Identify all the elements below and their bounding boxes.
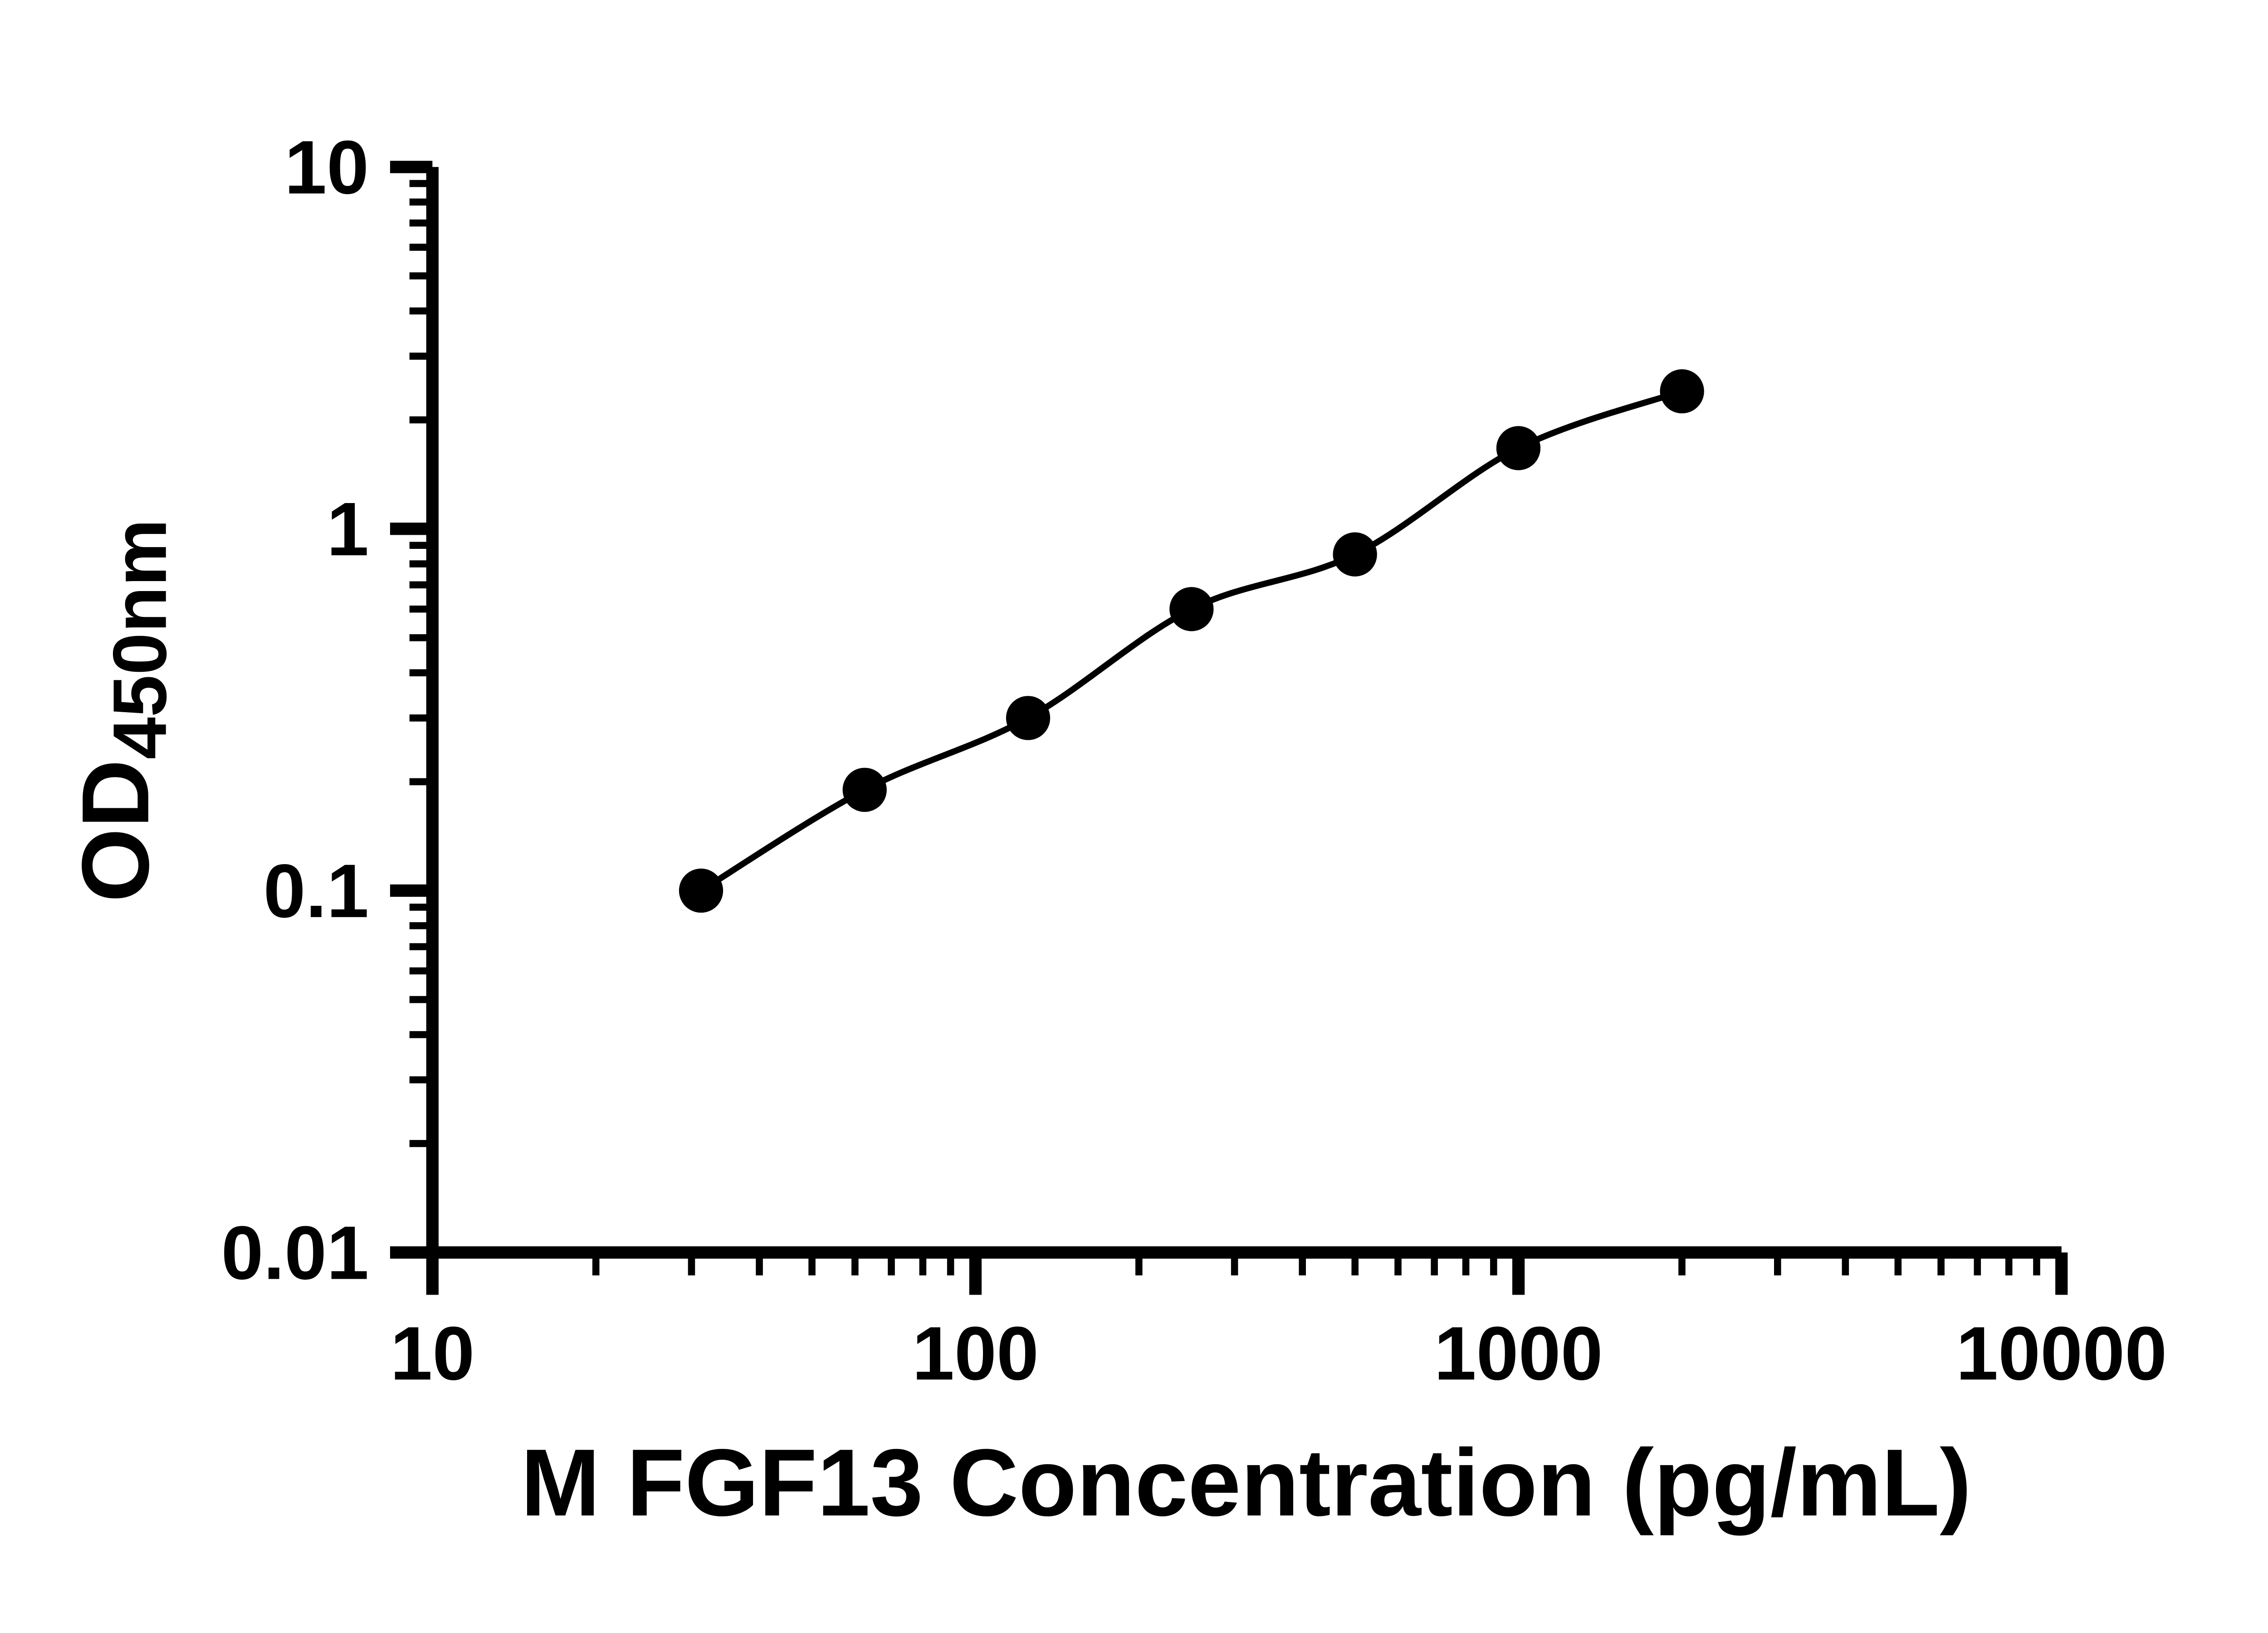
x-tick-label: 100 bbox=[912, 1311, 1039, 1396]
y-tick-label: 1 bbox=[327, 487, 369, 572]
data-point bbox=[1006, 696, 1051, 740]
y-tick-label: 0.01 bbox=[221, 1211, 369, 1295]
x-tick-label: 1000 bbox=[1434, 1311, 1603, 1396]
x-tick-label: 10000 bbox=[1956, 1311, 2167, 1396]
y-axis-title: OD450nm bbox=[62, 519, 182, 902]
y-axis-title-subscript: 450nm bbox=[98, 519, 182, 759]
data-point bbox=[1660, 369, 1704, 414]
x-axis-title: M FGF13 Concentration (pg/mL) bbox=[521, 1429, 1971, 1536]
data-point bbox=[1169, 587, 1214, 631]
data-point bbox=[679, 868, 723, 913]
fit-curve bbox=[699, 388, 1683, 894]
y-tick-label: 0.1 bbox=[264, 849, 369, 934]
axes-layer: 10 100 1000 10000 0.01 0.1 1 10 bbox=[221, 125, 2167, 1396]
data-point bbox=[1333, 532, 1377, 577]
plot-layer bbox=[679, 369, 1704, 913]
y-tick-label: 10 bbox=[284, 125, 369, 210]
data-point bbox=[842, 768, 887, 812]
data-point bbox=[1496, 426, 1541, 470]
y-axis-title-main: OD bbox=[62, 759, 169, 902]
x-tick-label: 10 bbox=[390, 1311, 474, 1396]
